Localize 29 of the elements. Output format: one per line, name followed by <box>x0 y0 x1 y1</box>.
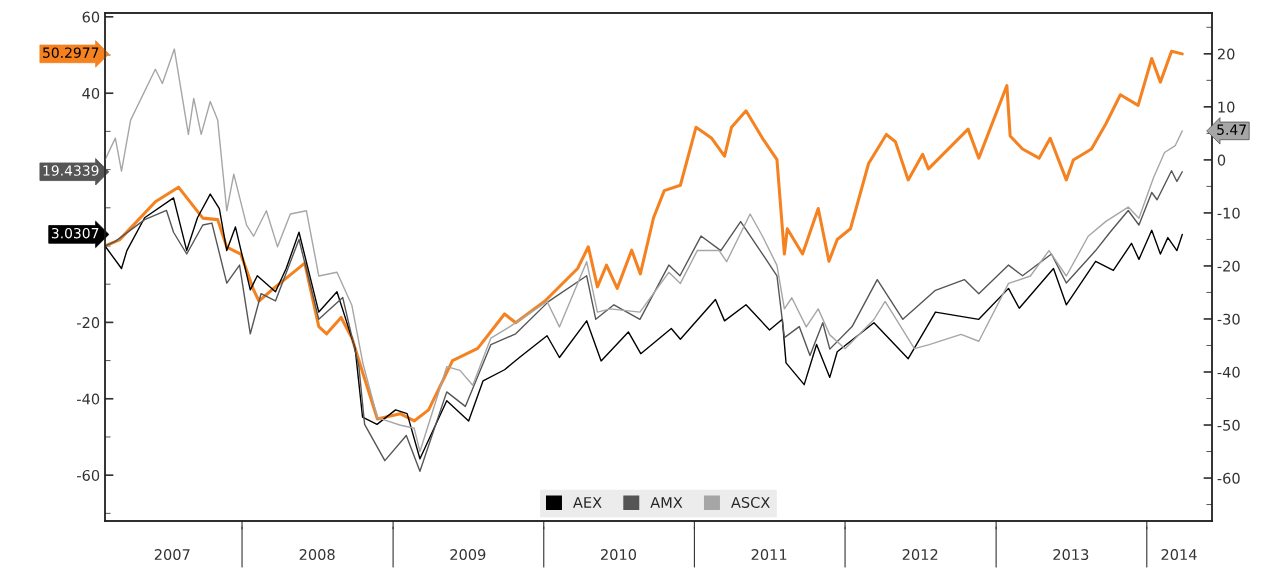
y-tick-label: -20 <box>77 317 100 329</box>
legend-label: AMX <box>650 497 683 508</box>
text: 19.4339 <box>43 165 99 176</box>
y2-tick-label: 20 <box>1217 48 1235 60</box>
y2-tick-label: -60 <box>1217 472 1240 484</box>
y-tick-label: -60 <box>77 469 100 481</box>
x-tick-label: 2010 <box>600 549 637 561</box>
x-tick-label: 2014 <box>1161 549 1197 561</box>
y2-tick-label: 10 <box>1218 101 1235 113</box>
x-tick-label: 2008 <box>299 549 335 561</box>
y2-tick-label: -20 <box>1217 260 1240 272</box>
x-tick-label: 2007 <box>154 549 190 561</box>
y2-tick-label: -50 <box>1217 419 1240 431</box>
y2-tick-label: -30 <box>1217 313 1240 325</box>
text: 5.47 <box>1217 124 1246 135</box>
y2-tick-label: 0 <box>1217 154 1226 166</box>
y-tick-label: -40 <box>77 393 100 405</box>
x-tick-label: 2011 <box>751 549 787 561</box>
x-tick-label: 2013 <box>1053 549 1089 561</box>
text: 3.0307 <box>51 227 99 239</box>
y-tick-label: 60 <box>82 11 100 23</box>
x-tick-label: 2009 <box>450 549 486 561</box>
y-tick-label: 40 <box>82 87 100 99</box>
text: 50.2977 <box>43 47 99 58</box>
y2-tick-label: -40 <box>1217 366 1240 378</box>
legend-label: AEX <box>573 497 602 508</box>
legend-label: ASCX <box>731 496 770 508</box>
x-tick-label: 2012 <box>902 549 938 561</box>
y2-tick-label: -10 <box>1217 207 1240 219</box>
